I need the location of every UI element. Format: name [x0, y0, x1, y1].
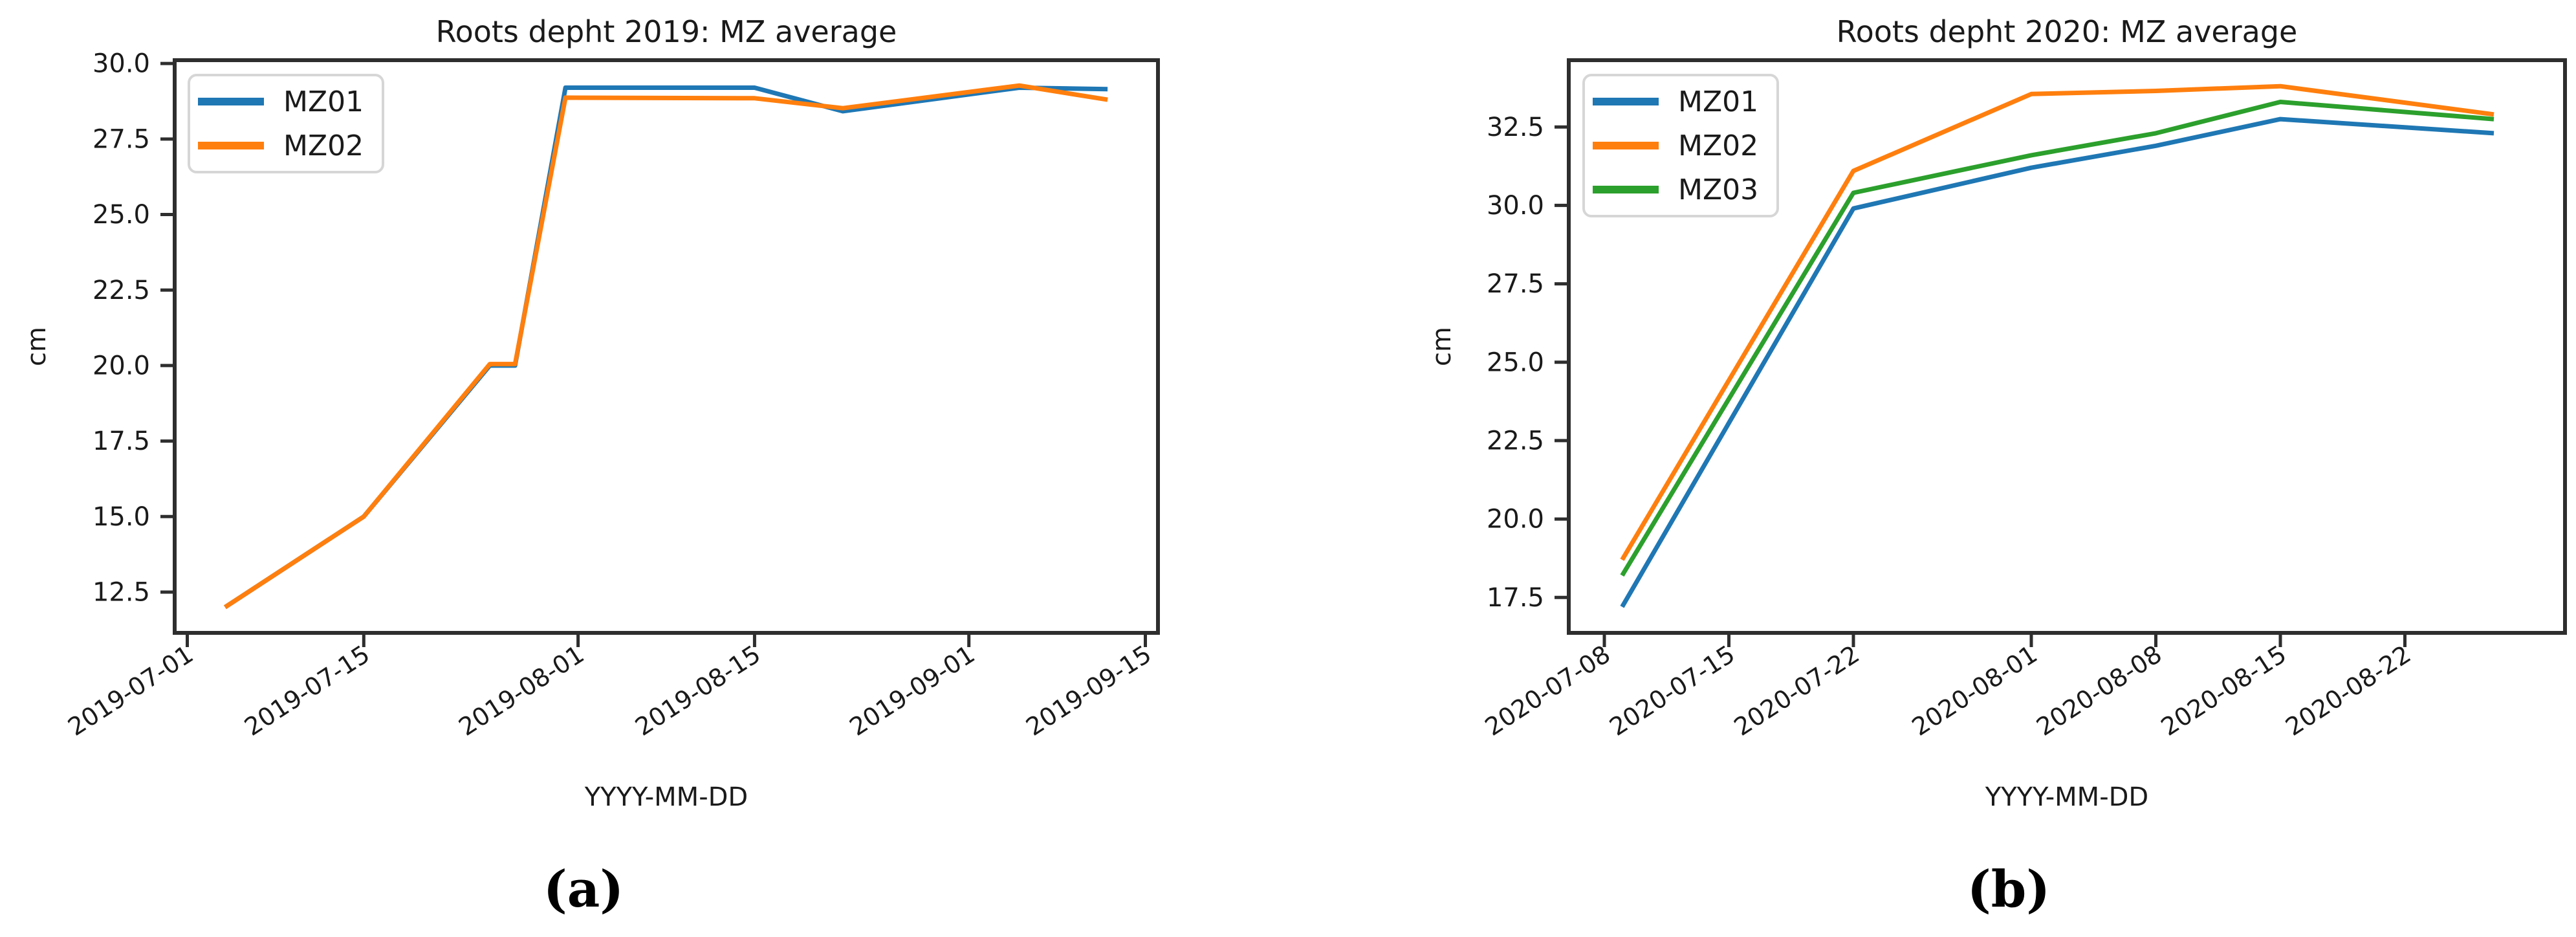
- legend-label-MZ03: MZ03: [1678, 173, 1758, 206]
- y-tick-label: 15.0: [93, 502, 150, 532]
- x-tick-label: 2020-08-22: [2280, 640, 2416, 742]
- x-tick-label: 2019-09-15: [1021, 640, 1156, 742]
- x-tick-label: 2020-08-15: [2156, 640, 2291, 742]
- y-tick-label: 27.5: [93, 124, 150, 154]
- x-axis-label: YYYY-MM-DD: [1985, 782, 2148, 812]
- y-tick-label: 25.0: [1487, 347, 1544, 377]
- y-axis-label: cm: [1427, 327, 1457, 366]
- axes-spines: [173, 58, 1160, 635]
- x-tick-label: 2020-07-22: [1729, 640, 1864, 742]
- chart-2020-axes: 17.520.022.525.027.530.032.52020-07-0820…: [1427, 14, 2567, 812]
- y-tick-label: 22.5: [1487, 426, 1544, 456]
- y-tick-label: 25.0: [93, 200, 150, 230]
- series-line-MZ02: [1620, 83, 2494, 561]
- x-tick-label: 2019-07-15: [239, 640, 375, 742]
- axes-spines: [1567, 58, 2567, 635]
- x-tick-label: 2019-09-01: [844, 640, 979, 742]
- legend-box: [1582, 74, 1779, 217]
- y-axis-label: cm: [22, 327, 52, 366]
- y-tick-label: 22.5: [93, 276, 150, 305]
- x-tick-label: 2020-08-08: [2031, 640, 2167, 742]
- subfigure-label-b: (b): [1967, 860, 2051, 919]
- series-line-MZ02: [223, 83, 1108, 610]
- legend-label-MZ02: MZ02: [1678, 129, 1758, 162]
- y-tick-label: 32.5: [1487, 113, 1544, 142]
- y-tick-label: 17.5: [93, 426, 150, 456]
- y-tick-label: 20.0: [1487, 505, 1544, 535]
- chart-2019-axes: 12.5 15.0 17.5 20.0 22.5 25.0 27.5 30.0 2019-07-…: [22, 14, 1160, 812]
- x-tick-label: 2019-08-15: [630, 640, 765, 742]
- x-axis-label: YYYY-MM-DD: [584, 782, 748, 812]
- y-tick-label: 17.5: [1487, 583, 1544, 613]
- legend-label-MZ01: MZ01: [283, 85, 364, 118]
- series-line-MZ01: [1620, 116, 2494, 608]
- subfigure-label-a: (a): [543, 860, 624, 919]
- legend-label-MZ01: MZ01: [1678, 85, 1758, 118]
- y-tick-label: 20.0: [93, 351, 150, 381]
- y-tick-label: 27.5: [1487, 269, 1544, 299]
- x-tick-label: 2020-07-15: [1604, 640, 1740, 742]
- y-tick-label: 12.5: [93, 578, 150, 608]
- x-tick-label: 2019-08-01: [453, 640, 589, 742]
- x-tick-label: 2019-07-01: [63, 640, 198, 742]
- chart-title: Roots depht 2020: MZ average: [1837, 14, 2298, 49]
- y-tick-label: 30.0: [1487, 191, 1544, 221]
- legend: MZ01 MZ02 MZ03: [1582, 74, 1779, 217]
- x-tick-label: 2020-08-01: [1907, 640, 2042, 742]
- series-line-MZ03: [1620, 100, 2494, 577]
- chart-title: Roots depht 2019: MZ average: [436, 14, 897, 49]
- y-tick-label: 30.0: [93, 49, 150, 79]
- legend-label-MZ02: MZ02: [283, 129, 364, 162]
- legend: MZ01 MZ02: [188, 74, 384, 173]
- x-tick-label: 2020-07-08: [1480, 640, 1615, 742]
